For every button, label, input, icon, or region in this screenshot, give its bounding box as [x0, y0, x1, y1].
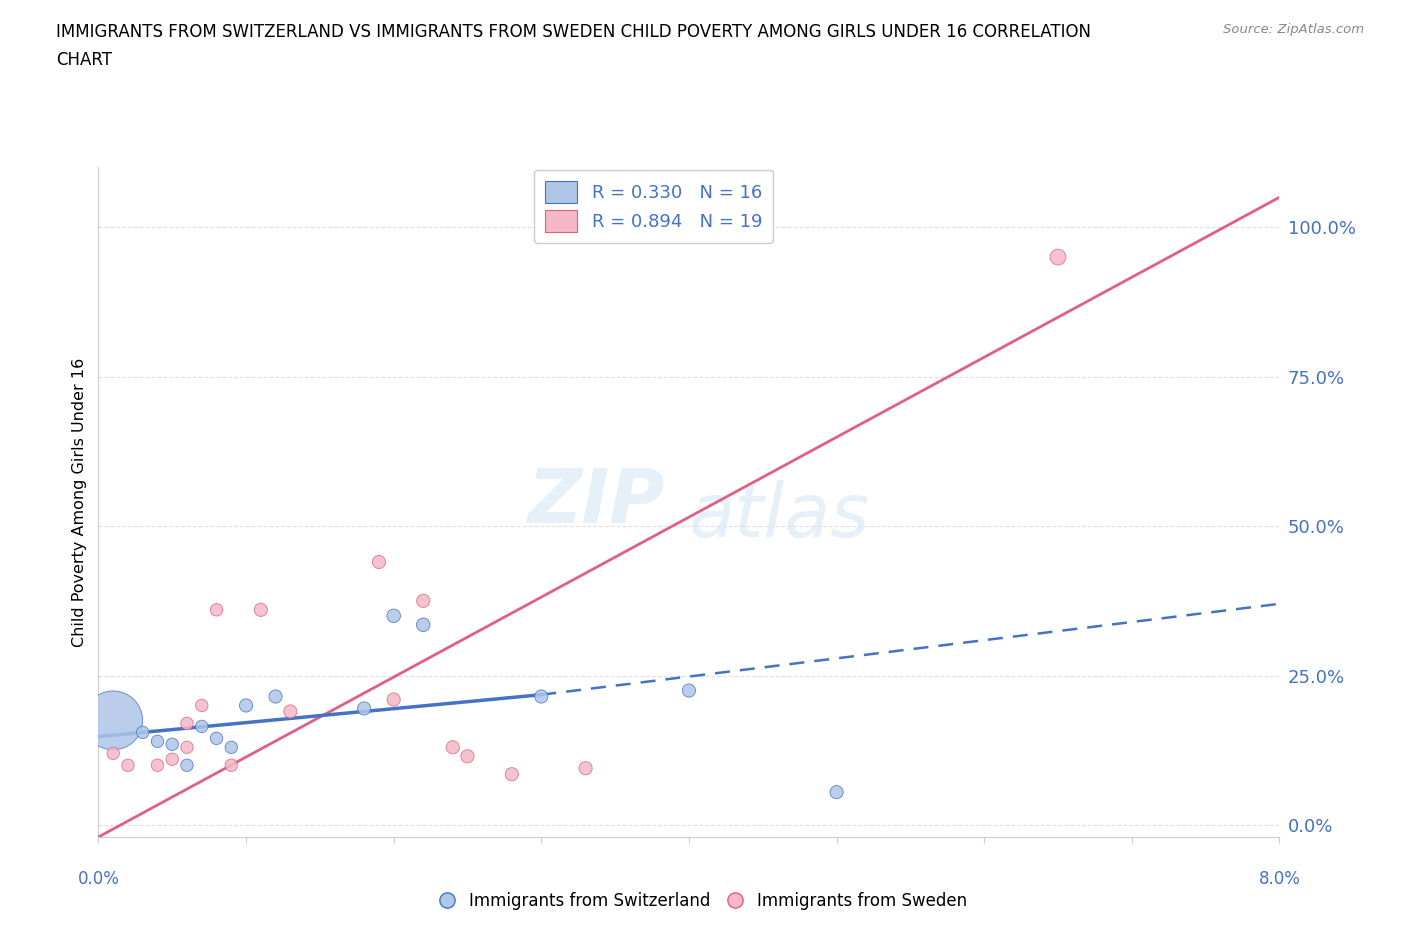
Point: [1046, 249, 1069, 264]
Point: [176, 716, 198, 731]
Point: [162, 737, 183, 751]
Point: [117, 758, 139, 773]
Point: [219, 758, 242, 773]
Point: [825, 785, 848, 800]
Point: [103, 713, 124, 728]
Text: ZIP: ZIP: [529, 466, 665, 538]
Point: [205, 603, 228, 618]
Point: [530, 689, 553, 704]
Point: [103, 746, 124, 761]
Text: 0.0%: 0.0%: [77, 870, 120, 888]
Point: [191, 698, 214, 713]
Point: [678, 683, 700, 698]
Text: 8.0%: 8.0%: [1258, 870, 1301, 888]
Text: IMMIGRANTS FROM SWITZERLAND VS IMMIGRANTS FROM SWEDEN CHILD POVERTY AMONG GIRLS : IMMIGRANTS FROM SWITZERLAND VS IMMIGRANT…: [56, 23, 1091, 41]
Point: [205, 731, 228, 746]
Point: [235, 698, 257, 713]
Point: [191, 719, 214, 734]
Point: [250, 603, 273, 618]
Point: [501, 766, 523, 781]
Point: [278, 704, 301, 719]
Point: [176, 740, 198, 755]
Text: Source: ZipAtlas.com: Source: ZipAtlas.com: [1223, 23, 1364, 36]
Point: [146, 734, 169, 749]
Point: [367, 554, 389, 569]
Point: [412, 618, 434, 632]
Legend: R = 0.330   N = 16, R = 0.894   N = 19: R = 0.330 N = 16, R = 0.894 N = 19: [534, 170, 773, 243]
Y-axis label: Child Poverty Among Girls Under 16: Child Poverty Among Girls Under 16: [72, 357, 87, 647]
Point: [353, 701, 375, 716]
Point: [176, 758, 198, 773]
Point: [574, 761, 596, 776]
Point: [456, 749, 478, 764]
Point: [162, 751, 183, 766]
Point: [219, 740, 242, 755]
Point: [412, 593, 434, 608]
Point: [264, 689, 287, 704]
Point: [382, 692, 405, 707]
Point: [146, 758, 169, 773]
Text: atlas: atlas: [689, 480, 870, 551]
Point: [441, 740, 464, 755]
Text: CHART: CHART: [56, 51, 112, 69]
Legend: Immigrants from Switzerland, Immigrants from Sweden: Immigrants from Switzerland, Immigrants …: [432, 885, 974, 917]
Point: [382, 608, 405, 623]
Point: [132, 725, 155, 740]
